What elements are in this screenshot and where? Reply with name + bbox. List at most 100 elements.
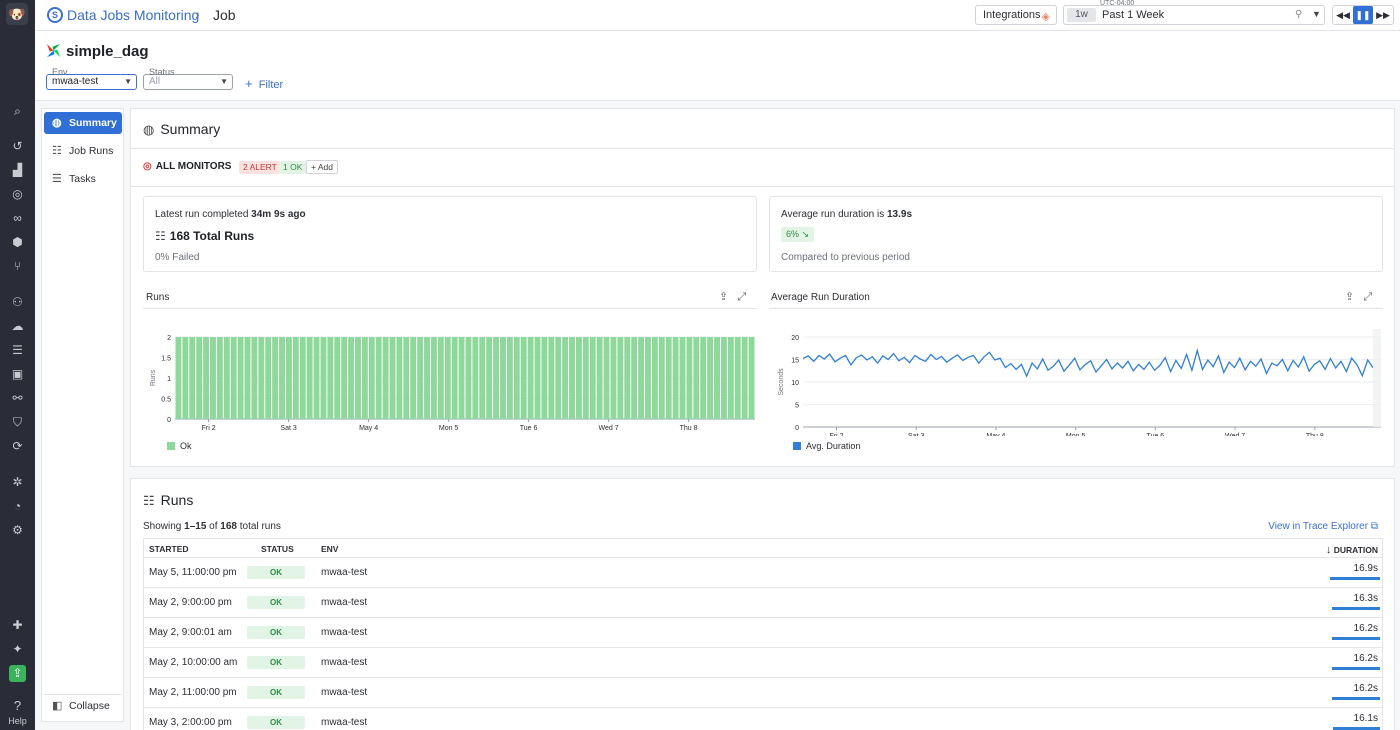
bar — [458, 337, 465, 419]
all-monitors[interactable]: ◎ ALL MONITORS — [143, 161, 231, 172]
shield-icon[interactable]: ⛉ — [12, 415, 22, 429]
sidenav-item-tasks[interactable]: ☰ Tasks — [44, 168, 122, 190]
fast-forward-icon[interactable]: ▶▶ — [1376, 10, 1390, 20]
bar — [741, 337, 748, 419]
help-label[interactable]: Help — [8, 716, 27, 726]
gauge-icon[interactable]: ◔ — [13, 499, 22, 513]
status-select[interactable]: Status All ▼ — [143, 67, 233, 90]
table-row[interactable]: May 5, 11:00:00 pm OK mwaa-test 16.9s — [144, 558, 1382, 588]
expand-icon[interactable]: ⤢ — [1363, 291, 1373, 303]
upload-icon[interactable]: ⇪ — [9, 665, 26, 682]
chevron-down-icon[interactable]: ▼ — [1312, 9, 1321, 19]
bar — [548, 337, 555, 419]
duration-bar — [1332, 637, 1380, 640]
bar — [334, 337, 341, 419]
bug-icon[interactable]: ✲ — [12, 475, 23, 489]
help-icon[interactable]: ? — [13, 698, 22, 713]
col-env[interactable]: ENV — [321, 544, 339, 554]
time-range-picker[interactable]: 1w Past 1 Week ⚲ ▼ — [1063, 5, 1325, 25]
bar — [361, 337, 368, 419]
env-select[interactable]: Env mwaa-test ▼ — [46, 67, 137, 90]
puzzle-icon[interactable]: ✚ — [12, 618, 23, 632]
history-icon[interactable]: ↺ — [12, 139, 23, 153]
bar — [541, 337, 548, 419]
runs-legend[interactable]: Ok — [167, 441, 192, 451]
bar — [279, 337, 285, 419]
cloud-icon[interactable]: ☁ — [11, 319, 24, 333]
env-select-value: mwaa-test — [52, 76, 99, 87]
cell-started: May 3, 2:00:00 pm — [149, 717, 232, 728]
incomplete-region — [1373, 329, 1381, 427]
dashboard-icon[interactable]: ▣ — [11, 367, 24, 381]
global-nav-rail: 🐶 ⌕ ↺ ▟ ◎ ∞ ⬢ ⑂ ⚇ ☁ ☰ ▣ ⚯ ⛉ ⟳ ✲ ◔ ⚙ ✚ ✦ … — [0, 0, 35, 730]
chevron-right-icon: › — [195, 6, 200, 22]
duration-bar — [1332, 727, 1380, 730]
col-started[interactable]: STARTED — [149, 544, 189, 554]
total-runs-value: 168 Total Runs — [169, 229, 255, 243]
monitor-icon[interactable]: ◎ — [12, 187, 23, 201]
ok-badge[interactable]: 1 OK — [279, 161, 307, 174]
x-tick-label: Thu 8 — [1306, 433, 1324, 436]
expand-icon[interactable]: ⤢ — [737, 291, 747, 303]
table-row[interactable]: May 2, 9:00:00 pm OK mwaa-test 16.3s — [144, 588, 1382, 618]
view-in-trace-explorer-link[interactable]: View in Trace Explorer ⧉ — [1268, 521, 1378, 532]
export-icon[interactable]: ⇪ — [1345, 291, 1355, 303]
cube-icon[interactable]: ⬢ — [12, 235, 23, 249]
robot-icon[interactable]: ⚙ — [12, 523, 23, 537]
alert-badge[interactable]: 2 ALERT — [239, 161, 281, 174]
link-icon[interactable]: ⚯ — [12, 391, 23, 405]
y-tick-label: 1 — [167, 376, 171, 383]
bar — [210, 337, 216, 419]
bar — [348, 337, 355, 419]
pause-icon[interactable]: ❚❚ — [1353, 6, 1373, 24]
top-bar: S Data Jobs Monitoring › Job Integration… — [35, 0, 1400, 31]
sparkle-icon[interactable]: ✦ — [12, 642, 23, 656]
bar — [589, 337, 596, 419]
add-filter-button[interactable]: + Filter — [245, 76, 283, 91]
refresh-icon[interactable]: ⟳ — [12, 439, 23, 453]
showing-total: 168 — [220, 521, 237, 532]
bar — [596, 337, 603, 419]
rewind-icon[interactable]: ◀◀ — [1336, 10, 1350, 20]
col-status[interactable]: STATUS — [261, 544, 294, 554]
time-range-value: Past 1 Week — [1102, 9, 1165, 21]
table-row[interactable]: May 2, 10:00:00 am OK mwaa-test 16.2s — [144, 648, 1382, 678]
col-duration[interactable]: ↓ DURATION — [1326, 544, 1378, 556]
job-sidenav: ◍ Summary ☷ Job Runs ☰ Tasks ◧ Collapse — [41, 108, 124, 722]
collapse-label: Collapse — [69, 700, 110, 712]
export-icon[interactable]: ⇪ — [719, 291, 729, 303]
apm-icon[interactable]: ⚇ — [12, 295, 23, 309]
page-title: simple_dag — [66, 43, 149, 60]
add-monitor-button[interactable]: + Add — [306, 160, 338, 174]
cell-env: mwaa-test — [321, 657, 368, 668]
git-icon[interactable]: ⑂ — [13, 259, 22, 273]
failed-rate: 0% Failed — [155, 252, 200, 263]
status-select-placeholder: All — [149, 76, 161, 87]
airflow-icon — [46, 43, 61, 58]
sidenav-item-job-runs[interactable]: ☷ Job Runs — [44, 140, 122, 162]
pin-icon[interactable]: ⚲ — [1295, 9, 1303, 20]
integrations-button[interactable]: Integrations ◈ — [975, 5, 1057, 25]
datadog-logo-icon[interactable]: 🐶 — [6, 3, 28, 25]
x-tick-label: Mon 5 — [1066, 433, 1086, 436]
duration-legend[interactable]: Avg. Duration — [793, 441, 860, 451]
binoculars-icon[interactable]: ∞ — [13, 211, 22, 225]
status-badge: OK — [247, 596, 305, 609]
bar — [244, 337, 251, 419]
status-badge: OK — [247, 686, 305, 699]
list-icon[interactable]: ☰ — [12, 343, 23, 357]
sidenav-item-summary[interactable]: ◍ Summary — [44, 112, 122, 134]
breadcrumb-root[interactable]: Data Jobs Monitoring — [67, 7, 200, 23]
bar — [306, 337, 313, 419]
collapse-button[interactable]: ◧ Collapse — [44, 694, 122, 716]
table-row[interactable]: May 2, 11:00:00 pm OK mwaa-test 16.2s — [144, 678, 1382, 708]
bar — [686, 337, 693, 419]
table-row[interactable]: May 3, 2:00:00 pm OK mwaa-test 16.1s — [144, 708, 1382, 730]
latest-run-value: 34m 9s ago — [251, 209, 306, 220]
x-tick-label: May 4 — [359, 425, 378, 432]
chart-icon[interactable]: ▟ — [12, 163, 23, 177]
y-tick-label: 15 — [791, 358, 799, 365]
search-icon[interactable]: ⌕ — [14, 104, 21, 118]
table-row[interactable]: May 2, 9:00:01 am OK mwaa-test 16.2s — [144, 618, 1382, 648]
y-tick-label: 5 — [795, 403, 799, 410]
